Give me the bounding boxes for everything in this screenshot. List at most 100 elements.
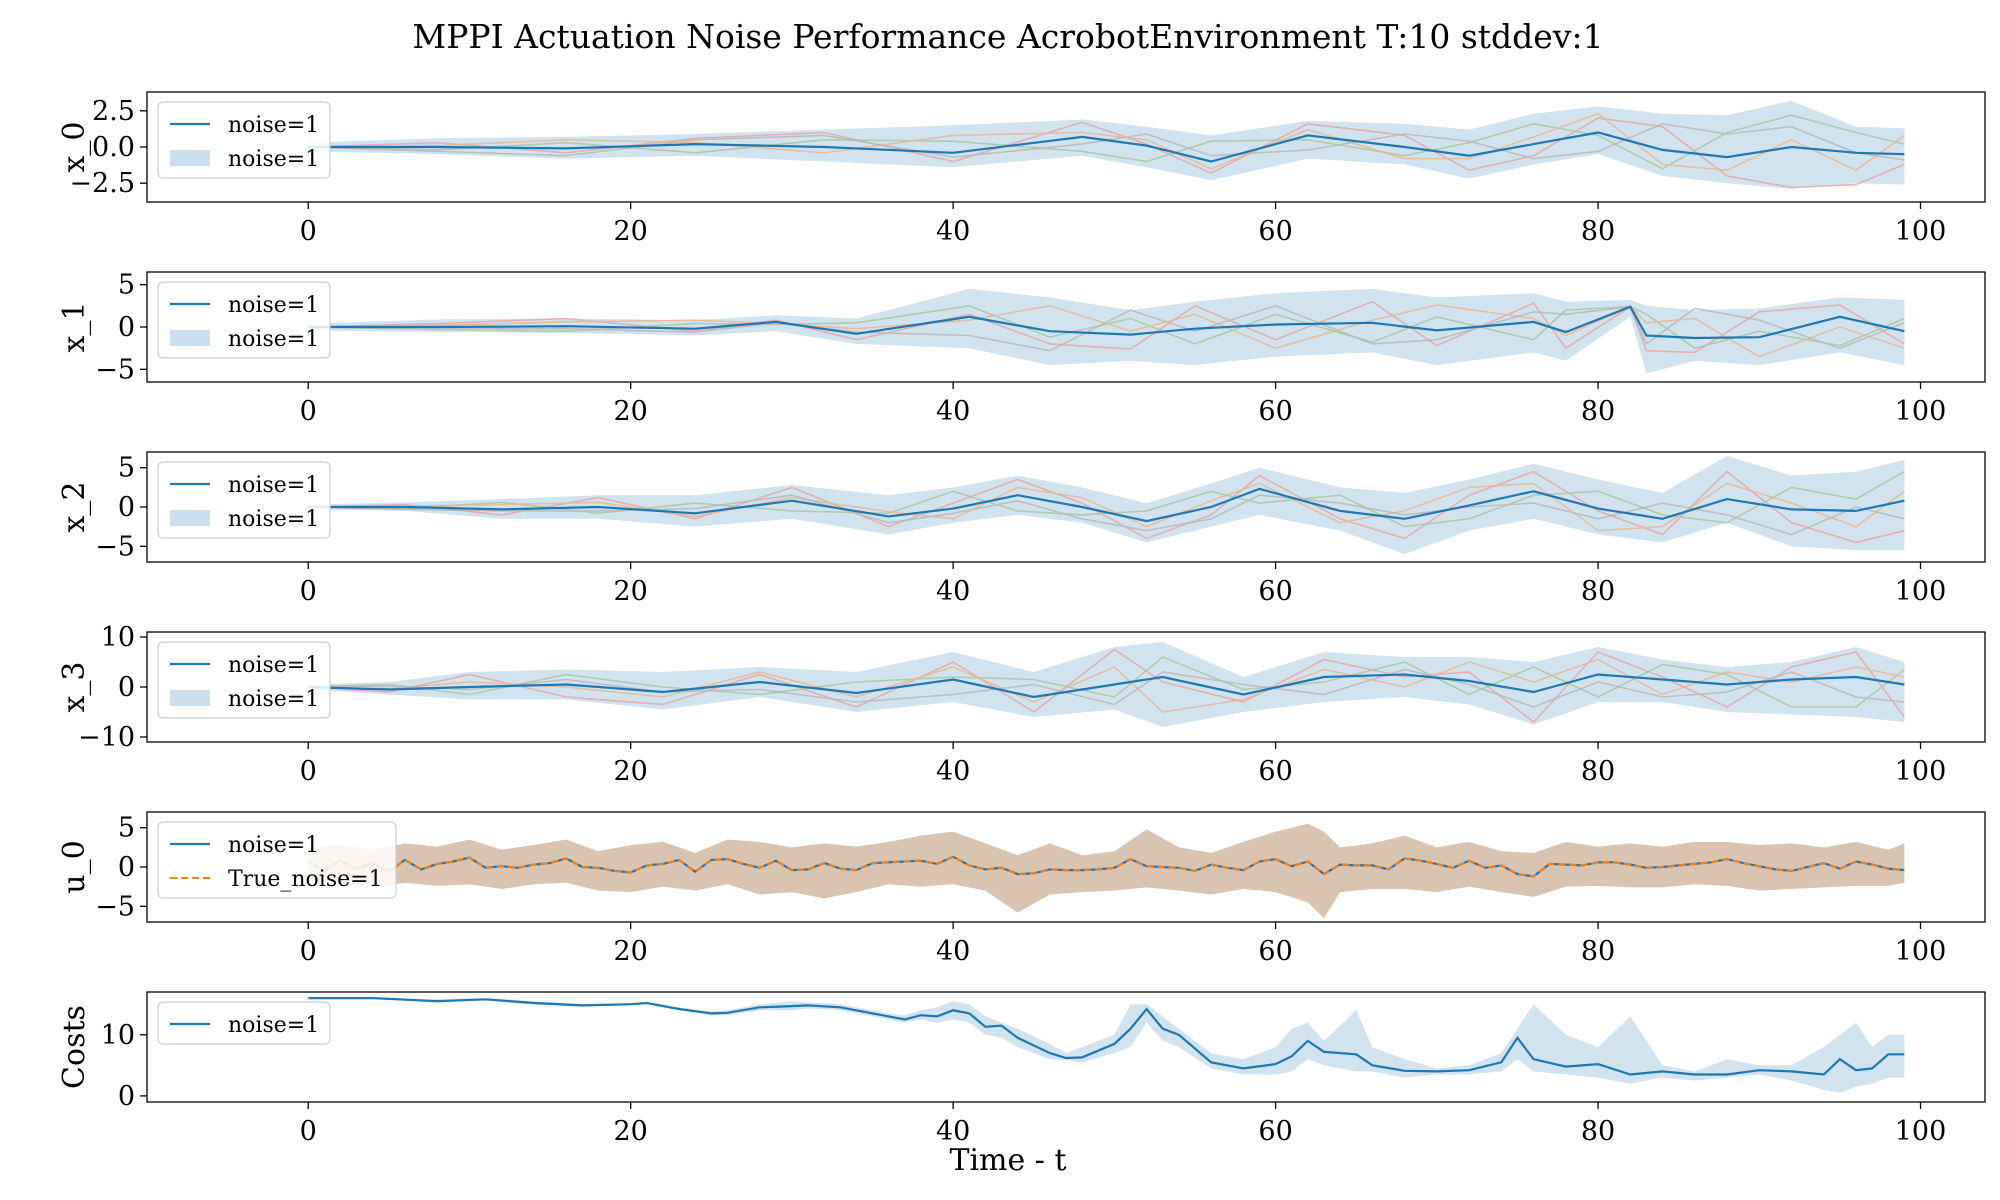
confidence-band bbox=[308, 642, 1905, 727]
x-tick-label: 0 bbox=[300, 216, 317, 247]
x-tick-label: 0 bbox=[300, 396, 317, 427]
legend-label: True_noise=1 bbox=[228, 867, 383, 892]
legend-label: noise=1 bbox=[228, 1013, 319, 1038]
legend-swatch-band bbox=[170, 690, 210, 706]
confidence-band bbox=[308, 998, 1905, 1093]
x-tick-label: 20 bbox=[614, 216, 648, 247]
x-tick-label: 0 bbox=[300, 756, 317, 787]
legend-label: noise=1 bbox=[228, 833, 319, 858]
sample-trajectory bbox=[308, 668, 1905, 708]
x-tick-label: 80 bbox=[1581, 756, 1615, 787]
sample-trajectory bbox=[308, 122, 1905, 161]
confidence-band bbox=[308, 455, 1905, 555]
sample-trajectory bbox=[308, 494, 1905, 536]
legend-swatch-band bbox=[170, 330, 210, 346]
sample-trajectory bbox=[308, 112, 1905, 172]
mean-line bbox=[308, 305, 1905, 340]
plot-area bbox=[308, 642, 1906, 727]
x-tick-label: 100 bbox=[1895, 576, 1947, 607]
y-tick-label: −5 bbox=[95, 354, 135, 385]
x-tick-label: 20 bbox=[614, 936, 648, 967]
y-axis-label: u_0 bbox=[57, 840, 92, 893]
sample-trajectory bbox=[308, 470, 1905, 528]
y-tick-label: 2.5 bbox=[92, 96, 135, 127]
y-axis-label: x_3 bbox=[57, 661, 92, 712]
legend-box bbox=[157, 821, 397, 899]
confidence-band bbox=[308, 100, 1905, 189]
sample-trajectory bbox=[308, 656, 1905, 708]
y-axis-label: x_2 bbox=[57, 481, 92, 532]
x-tick-label: 100 bbox=[1895, 756, 1947, 787]
legend: noise=1 noise=1 bbox=[157, 101, 331, 179]
legend-label: noise=1 bbox=[228, 473, 319, 498]
x-tick-label: 40 bbox=[936, 576, 970, 607]
x-tick-label: 20 bbox=[614, 396, 648, 427]
mean-line bbox=[308, 996, 1905, 1076]
sample-trajectory bbox=[308, 114, 1905, 170]
x-tick-label: 80 bbox=[1581, 216, 1615, 247]
x-tick-label: 80 bbox=[1581, 576, 1615, 607]
plot-area bbox=[308, 455, 1905, 555]
sample-trajectory bbox=[308, 648, 1906, 724]
y-tick-label: 10 bbox=[101, 622, 135, 653]
x-tick-label: 0 bbox=[300, 936, 317, 967]
y-axis-label: x_1 bbox=[57, 301, 92, 352]
legend: noise=1 True_noise=1 bbox=[157, 821, 397, 899]
x-tick-label: 20 bbox=[614, 576, 648, 607]
x-tick-label: 40 bbox=[936, 396, 970, 427]
sample-trajectory bbox=[308, 304, 1905, 352]
x-tick-label: 60 bbox=[1258, 576, 1292, 607]
x-tick-label: 80 bbox=[1581, 396, 1615, 427]
x-tick-label: 40 bbox=[936, 936, 970, 967]
plot-area bbox=[307, 823, 1905, 919]
legend-label: noise=1 bbox=[228, 147, 319, 172]
legend: noise=1 noise=1 bbox=[157, 461, 331, 539]
y-tick-label: 5 bbox=[118, 453, 135, 484]
x-tick-label: 20 bbox=[614, 1116, 648, 1147]
plot-area bbox=[308, 100, 1905, 189]
x-tick-label: 60 bbox=[1258, 936, 1292, 967]
x-tick-label: 100 bbox=[1895, 216, 1947, 247]
legend-box bbox=[157, 1001, 331, 1045]
x-tick-label: 100 bbox=[1895, 396, 1947, 427]
legend: noise=1 noise=1 bbox=[157, 641, 331, 719]
legend-swatch-band bbox=[170, 150, 210, 166]
mean-line bbox=[308, 673, 1905, 699]
mean-line bbox=[308, 487, 1905, 523]
y-tick-label: −5 bbox=[95, 531, 135, 562]
x-tick-label: 60 bbox=[1258, 756, 1292, 787]
plot-area bbox=[308, 996, 1905, 1093]
legend: noise=1 noise=1 bbox=[157, 281, 331, 359]
x-axis-label: Time - t bbox=[949, 1143, 1066, 1178]
x-tick-label: 100 bbox=[1895, 1116, 1947, 1147]
sample-trajectory bbox=[308, 117, 1905, 189]
subplot-0: 0 20 40 60 80 100 2.5 0.0 −2.5x_0 noise=1 noise=1 bbox=[57, 91, 1986, 247]
y-tick-label: 0.0 bbox=[92, 132, 135, 163]
x-tick-label: 60 bbox=[1258, 1116, 1292, 1147]
x-tick-label: 40 bbox=[936, 756, 970, 787]
figure-title: MPPI Actuation Noise Performance Acrobot… bbox=[412, 17, 1603, 56]
legend-label: noise=1 bbox=[228, 687, 319, 712]
y-tick-label: −2.5 bbox=[69, 168, 135, 199]
y-tick-label: −5 bbox=[95, 891, 135, 922]
subplot-4: 0 20 40 60 80 100 5 0 −5u_0 noise=1 True_noise=1 bbox=[57, 811, 1986, 967]
x-tick-label: 0 bbox=[300, 576, 317, 607]
y-tick-label: 0 bbox=[118, 1081, 135, 1112]
x-tick-label: 20 bbox=[614, 756, 648, 787]
confidence-band bbox=[308, 288, 1905, 374]
legend-label: noise=1 bbox=[228, 113, 319, 138]
legend-label: noise=1 bbox=[228, 293, 319, 318]
plot-area bbox=[308, 288, 1905, 374]
true-noise-line bbox=[307, 855, 1905, 878]
x-tick-label: 40 bbox=[936, 216, 970, 247]
subplot-2: 0 20 40 60 80 100 5 0 −5x_2 noise=1 noise=1 bbox=[57, 451, 1986, 607]
confidence-band bbox=[308, 823, 1905, 919]
legend-label: noise=1 bbox=[228, 507, 319, 532]
x-tick-label: 40 bbox=[936, 1116, 970, 1147]
legend-label: noise=1 bbox=[228, 327, 319, 352]
y-tick-label: 0 bbox=[118, 312, 135, 343]
